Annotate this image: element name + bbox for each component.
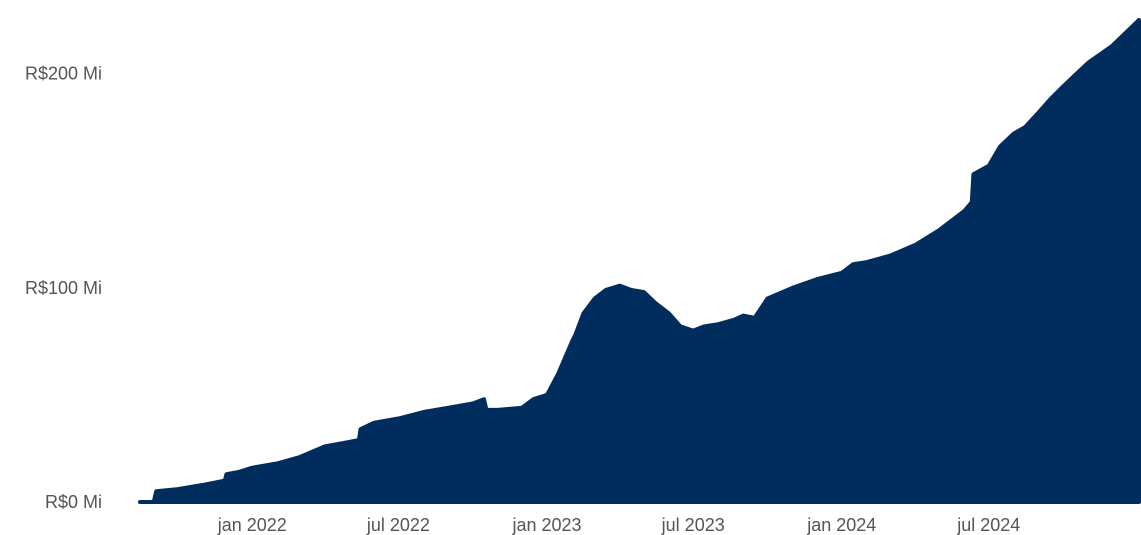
x-tick-label: jul 2024 bbox=[956, 515, 1020, 535]
x-tick-label: jan 2024 bbox=[806, 515, 876, 535]
y-tick-label: R$0 Mi bbox=[45, 492, 102, 512]
x-axis: jan 2022 jul 2022 jan 2023 jul 2023 jan 2024… bbox=[217, 515, 1021, 535]
plot-area bbox=[138, 18, 1141, 504]
y-tick-label: R$100 Mi bbox=[25, 278, 102, 298]
y-tick-label: R$200 Mi bbox=[25, 64, 102, 84]
x-tick-label: jan 2022 bbox=[217, 515, 287, 535]
series-area bbox=[138, 18, 1141, 504]
x-tick-label: jul 2023 bbox=[661, 515, 725, 535]
x-tick-label: jul 2022 bbox=[366, 515, 430, 535]
x-tick-label: jan 2023 bbox=[511, 515, 581, 535]
y-axis: R$0 Mi R$100 Mi R$200 Mi bbox=[25, 64, 102, 512]
